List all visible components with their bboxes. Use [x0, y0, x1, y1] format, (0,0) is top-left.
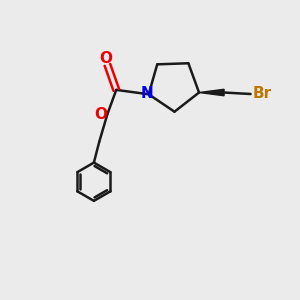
Text: N: N [141, 86, 154, 101]
Polygon shape [199, 89, 224, 96]
Text: O: O [94, 107, 107, 122]
Text: Br: Br [252, 86, 271, 101]
Text: O: O [100, 51, 112, 66]
